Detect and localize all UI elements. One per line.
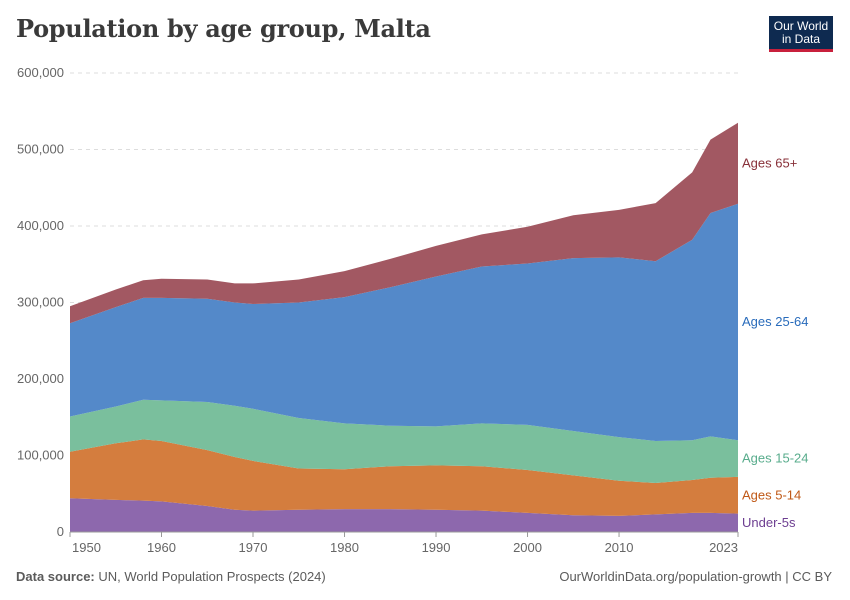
y-tick-label: 400,000	[17, 218, 64, 233]
stacked-areas	[70, 122, 738, 532]
y-tick-label: 600,000	[17, 65, 64, 80]
y-tick-label: 300,000	[17, 295, 64, 310]
logo-line-1: Our World	[773, 19, 829, 33]
y-tick-label: 500,000	[17, 142, 64, 157]
axes: 0 100,000 200,000 300,000 400,000 500,000 600,…	[17, 65, 739, 555]
series-label-ages-65-[interactable]: Ages 65+	[742, 155, 797, 170]
y-tick-label: 100,000	[17, 448, 64, 463]
chart-title: Population by age group, Malta	[16, 14, 431, 43]
x-tick-label: 1980	[330, 540, 359, 555]
area-ages-65-[interactable]	[70, 122, 738, 324]
series-labels: Under-5s Ages 5-14 Ages 15-24 Ages 25-64 Age…	[742, 155, 809, 530]
x-tick-label: 1970	[239, 540, 268, 555]
y-tick-label: 200,000	[17, 371, 64, 386]
area-ages-25-64[interactable]	[70, 203, 738, 441]
data-source-label: Data source:	[16, 569, 95, 584]
x-tick-label: 1950	[72, 540, 101, 555]
area-ages-5-14[interactable]	[70, 439, 738, 516]
x-tick-label: 1960	[147, 540, 176, 555]
series-label-under-5s[interactable]: Under-5s	[742, 515, 796, 530]
x-tick-label: 1990	[422, 540, 451, 555]
data-source-text: UN, World Population Prospects (2024)	[98, 569, 326, 584]
owid-logo[interactable]: Our World in Data	[769, 16, 833, 52]
area-under-5s[interactable]	[70, 498, 738, 532]
x-tick-label: 2000	[513, 540, 542, 555]
series-label-ages-15-24[interactable]: Ages 15-24	[742, 451, 809, 466]
source-url-link[interactable]: OurWorldinData.org/population-growth | C…	[559, 569, 832, 584]
data-source: Data source: UN, World Population Prospe…	[16, 569, 326, 584]
x-tick-label: 2010	[605, 540, 634, 555]
series-label-ages-25-64[interactable]: Ages 25-64	[742, 314, 809, 329]
x-tick-label: 2023	[709, 540, 738, 555]
series-label-ages-5-14[interactable]: Ages 5-14	[742, 487, 801, 502]
logo-line-2: in Data	[781, 32, 821, 46]
area-ages-15-24[interactable]	[70, 399, 738, 483]
y-tick-label: 0	[57, 524, 64, 539]
